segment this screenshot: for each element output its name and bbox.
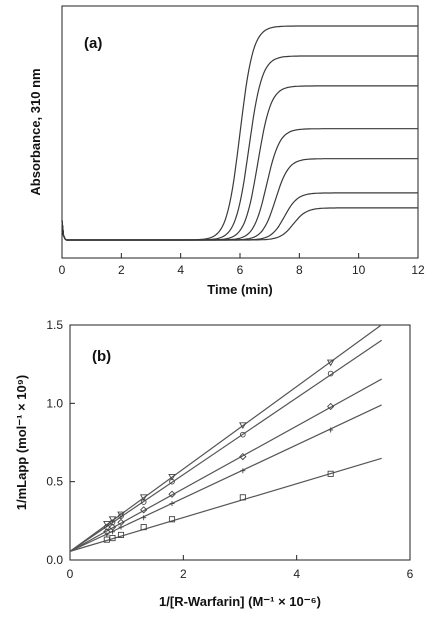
data-point-triangle-down xyxy=(108,516,117,523)
data-point-square xyxy=(103,536,110,543)
panel-b-markers xyxy=(103,359,335,543)
data-point-circle xyxy=(140,499,147,505)
data-point-plus xyxy=(110,529,115,535)
data-point-diamond xyxy=(327,402,335,411)
panel-b-label: (b) xyxy=(92,348,111,365)
data-point-circle xyxy=(327,370,334,377)
panel-b-y-axis: 0.0 0.5 1.0 1.5 xyxy=(46,318,75,567)
absorbance-curve xyxy=(61,128,418,241)
panel-a-label: (a) xyxy=(84,35,102,52)
panel-b-y-axis-label: 1/mLapp (mol⁻¹ × 10⁹) xyxy=(14,375,29,510)
data-point-triangle-down xyxy=(139,494,148,502)
panel-a-x-axis-label: Time (min) xyxy=(207,282,273,297)
absorbance-curve xyxy=(61,55,418,241)
fit-line xyxy=(69,324,383,552)
panel-b-y-tick-label: 0.0 xyxy=(46,553,63,567)
panel-b: (b) 0 2 4 6 0.0 0.5 1.0 1.5 1/[R-Warfarin] (M⁻… xyxy=(14,318,414,609)
data-point-square xyxy=(168,516,176,523)
data-point-square xyxy=(140,524,147,531)
panel-b-y-tick-label: 1.5 xyxy=(46,318,63,332)
absorbance-curve xyxy=(61,85,418,241)
panel-b-x-axis-label: 1/[R-Warfarin] (M⁻¹ × 10⁻⁶) xyxy=(159,594,321,609)
data-point-diamond xyxy=(140,506,148,514)
data-point-square xyxy=(239,494,246,501)
data-point-circle xyxy=(169,478,175,485)
data-point-plus xyxy=(118,524,124,530)
absorbance-curve xyxy=(61,158,418,241)
panel-a-x-tick-label: 10 xyxy=(352,263,366,277)
data-point-triangle-down xyxy=(103,521,111,528)
data-point-plus xyxy=(141,515,147,521)
fit-line xyxy=(69,339,383,552)
panel-b-fit-lines xyxy=(69,324,383,552)
panel-a: (a) 0 2 4 6 8 10 12 Time (min) Absorbance, 310… xyxy=(28,5,425,297)
panel-b-x-axis: 0 2 4 6 xyxy=(67,555,414,581)
panel-a-x-axis: 0 2 4 6 8 10 12 xyxy=(59,253,425,277)
data-point-triangle-down xyxy=(326,359,335,367)
panel-b-y-tick-label: 1.0 xyxy=(46,396,63,410)
data-point-plus xyxy=(240,468,246,474)
data-point-square xyxy=(117,531,125,538)
fit-line xyxy=(69,404,382,552)
data-point-square xyxy=(327,470,334,477)
panel-a-x-tick-label: 4 xyxy=(177,263,184,277)
panel-a-x-tick-label: 12 xyxy=(411,263,425,277)
data-point-plus xyxy=(328,427,334,433)
panel-b-frame xyxy=(69,324,411,561)
panel-b-y-tick-label: 0.5 xyxy=(46,475,63,489)
fit-line xyxy=(69,378,382,552)
data-point-plus xyxy=(169,501,175,507)
data-point-triangle-down xyxy=(168,474,176,481)
data-point-circle xyxy=(239,431,246,438)
panel-a-x-tick-label: 2 xyxy=(118,263,125,277)
panel-a-y-axis-label: Absorbance, 310 nm xyxy=(28,68,43,195)
panel-a-curves xyxy=(61,25,418,241)
panel-a-x-tick-label: 0 xyxy=(59,263,66,277)
data-point-circle xyxy=(109,519,116,526)
fit-line xyxy=(69,457,382,552)
panel-a-x-tick-label: 6 xyxy=(237,263,244,277)
data-point-triangle-down xyxy=(117,511,125,519)
absorbance-curve xyxy=(61,207,418,241)
data-point-diamond xyxy=(168,490,176,498)
panel-b-x-tick-label: 6 xyxy=(407,567,414,581)
data-point-square xyxy=(109,535,116,542)
data-point-diamond xyxy=(239,452,247,461)
data-point-triangle-down xyxy=(239,422,247,429)
panel-b-x-tick-label: 2 xyxy=(180,567,187,581)
panel-b-x-tick-label: 4 xyxy=(293,567,300,581)
panel-b-x-tick-label: 0 xyxy=(67,567,74,581)
panel-a-x-tick-label: 8 xyxy=(296,263,303,277)
data-point-circle xyxy=(118,513,124,519)
